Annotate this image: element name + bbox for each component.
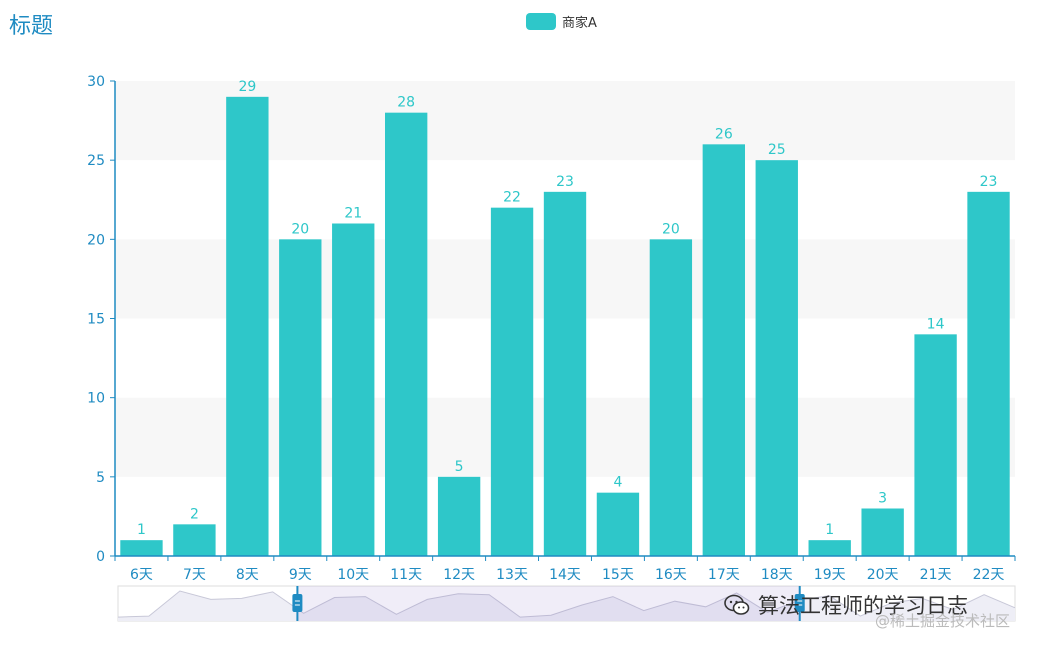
bar[interactable] <box>967 191 1010 557</box>
x-tick-label: 6天 <box>130 567 153 583</box>
data-label: 26 <box>715 126 733 142</box>
bar[interactable] <box>226 96 269 556</box>
x-tick-label: 15天 <box>602 567 634 583</box>
wechat-icon <box>724 594 750 615</box>
x-tick-label: 13天 <box>496 567 528 583</box>
data-label: 1 <box>825 522 834 538</box>
x-tick-label: 17天 <box>708 567 740 583</box>
y-axis: 0 5 10 15 20 25 30 <box>87 74 116 565</box>
data-label: 23 <box>556 174 574 190</box>
bar[interactable] <box>332 223 375 557</box>
x-tick-label: 19天 <box>814 567 846 583</box>
bar[interactable] <box>279 239 322 557</box>
legend[interactable]: 商家A <box>526 11 597 31</box>
x-tick-label: 18天 <box>761 567 793 583</box>
bar[interactable] <box>385 112 428 557</box>
watermark-primary: 算法工程师的学习日志 <box>724 590 968 620</box>
data-label: 22 <box>503 190 521 206</box>
y-tick-label: 5 <box>96 470 105 486</box>
x-tick-label: 10天 <box>337 567 369 583</box>
y-tick-label: 20 <box>87 232 105 248</box>
watermark-text: 算法工程师的学习日志 <box>758 594 968 618</box>
data-zoom-slider <box>117 585 1016 622</box>
data-label: 2 <box>190 506 199 522</box>
watermark-secondary: @稀土掘金技术社区 <box>875 612 1011 630</box>
x-tick-label: 9天 <box>289 567 312 583</box>
bar[interactable] <box>437 476 481 556</box>
bar[interactable] <box>543 191 587 557</box>
x-tick-label: 12天 <box>443 567 475 583</box>
y-tick-label: 0 <box>96 549 105 565</box>
bar[interactable] <box>702 144 745 557</box>
zoom-selection[interactable] <box>297 586 800 621</box>
zoom-handle[interactable] <box>794 594 805 612</box>
x-tick-label: 7天 <box>183 567 206 583</box>
bar[interactable] <box>120 540 163 556</box>
zoom-handle[interactable] <box>292 594 303 612</box>
bars <box>120 96 1010 557</box>
y-tick-label: 15 <box>87 312 105 328</box>
bar[interactable] <box>808 540 851 556</box>
bar[interactable] <box>914 334 957 556</box>
bar[interactable] <box>861 508 904 557</box>
data-label: 21 <box>344 206 362 222</box>
data-label: 4 <box>613 475 622 491</box>
chart-title: 标题 <box>9 14 54 39</box>
data-label: 25 <box>768 142 786 158</box>
x-tick-label: 21天 <box>920 567 952 583</box>
zoom-preview-line <box>117 590 1016 618</box>
x-tick-label: 11天 <box>390 567 422 583</box>
y-tick-label: 10 <box>87 391 105 407</box>
zoom-preview-area <box>118 591 1015 621</box>
y-tick-label: 30 <box>87 74 105 90</box>
x-axis: 6天 7天 8天 9天 10天 11天 12天 13天 14天 15天 16天 17天 18天 19天 20… <box>114 555 1016 583</box>
value-labels: 1 2 29 20 21 28 5 22 23 4 20 26 25 1 3 14 23 <box>137 79 997 538</box>
y-tick-label: 25 <box>87 153 105 169</box>
x-tick-label: 22天 <box>973 567 1005 583</box>
x-tick-label: 16天 <box>655 567 687 583</box>
bar[interactable] <box>490 207 534 556</box>
data-label: 23 <box>980 174 998 190</box>
data-label: 5 <box>455 459 464 475</box>
legend-swatch <box>526 12 556 30</box>
x-tick-label: 14天 <box>549 567 581 583</box>
data-label: 29 <box>238 79 256 95</box>
data-label: 1 <box>137 522 146 538</box>
bar[interactable] <box>649 239 693 557</box>
bar[interactable] <box>755 160 798 556</box>
data-label: 20 <box>662 221 680 237</box>
data-label: 14 <box>927 316 945 332</box>
bar[interactable] <box>173 524 216 556</box>
data-label: 20 <box>291 221 309 237</box>
bar[interactable] <box>596 492 640 556</box>
x-tick-label: 20天 <box>867 567 899 583</box>
data-label: 3 <box>878 491 887 507</box>
data-label: 28 <box>397 95 415 111</box>
legend-label: 商家A <box>562 15 597 31</box>
x-tick-label: 8天 <box>236 567 259 583</box>
